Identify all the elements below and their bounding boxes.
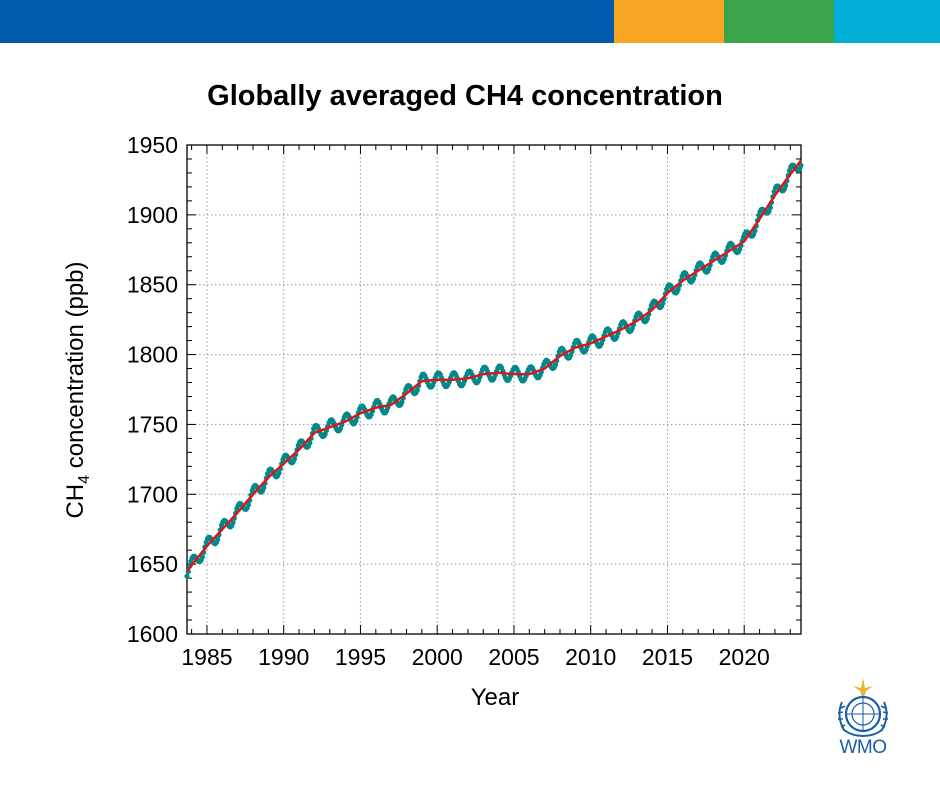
monthly-data-point <box>261 485 267 491</box>
monthly-data-point <box>215 536 221 542</box>
monthly-data-point <box>307 440 313 446</box>
x-axis-label: Year <box>470 684 520 711</box>
monthly-data-point <box>230 519 236 526</box>
monthly-data-point <box>414 387 420 393</box>
y-tick-label: 1800 <box>127 342 178 368</box>
monthly-data-point <box>660 300 666 306</box>
chart-title: Globally averaged CH4 concentration <box>207 80 723 112</box>
y-tick-label: 1900 <box>127 202 178 228</box>
x-tick-label: 2015 <box>642 644 693 670</box>
header-color-bar <box>0 0 940 43</box>
header-bar-orange <box>614 0 724 43</box>
y-axis-label: CH4 concentration (ppb) <box>62 261 93 519</box>
monthly-data-point <box>199 554 205 560</box>
plot-frame <box>186 144 802 635</box>
monthly-data-point <box>644 315 651 321</box>
monthly-data-point <box>291 456 298 462</box>
header-bar-cyan <box>834 0 940 43</box>
monthly-series-line <box>186 164 802 577</box>
y-tick-label: 1650 <box>127 551 178 577</box>
x-tick-label: 2000 <box>412 644 463 670</box>
y-tick-label: 1700 <box>127 481 178 507</box>
trend-series-line <box>186 159 802 572</box>
monthly-data-point <box>552 362 559 368</box>
monthly-data-point <box>245 502 251 508</box>
wmo-emblem-icon <box>837 678 889 738</box>
y-tick-label: 1600 <box>127 621 178 647</box>
x-tick-label: 2020 <box>719 644 770 670</box>
monthly-data-point <box>675 286 681 292</box>
wmo-logo-text: WMO <box>839 737 887 758</box>
x-tick-label: 2010 <box>565 644 616 670</box>
x-tick-label: 1990 <box>258 644 309 670</box>
y-tick-label: 1850 <box>127 272 178 298</box>
monthly-data-point <box>798 162 804 169</box>
x-tick-label: 1995 <box>335 644 386 670</box>
wmo-logo: WMO <box>828 676 898 766</box>
monthly-data-point <box>276 470 282 476</box>
monthly-data-point <box>184 573 190 579</box>
header-bar-blue <box>0 0 614 43</box>
header-bar-green <box>724 0 834 43</box>
y-tick-label: 1950 <box>127 132 178 158</box>
y-tick-label: 1750 <box>127 411 178 437</box>
monthly-data-point <box>399 399 405 405</box>
x-tick-label: 2005 <box>488 644 539 670</box>
x-tick-label: 1985 <box>181 644 232 670</box>
